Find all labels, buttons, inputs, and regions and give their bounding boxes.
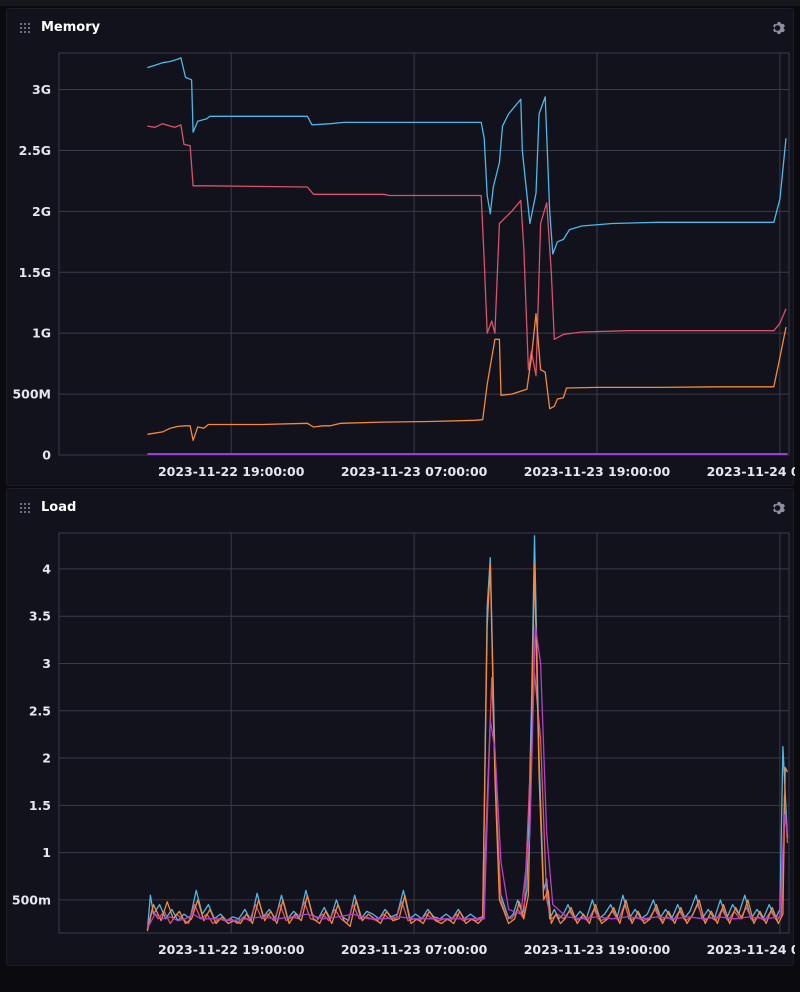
plot-frame xyxy=(58,532,790,934)
load-chart[interactable]: 500m 1 1.5 2 2.5 3 3.5 4 2023-11-22 19:00:00 2023… xyxy=(7,489,795,967)
memory-chart[interactable]: 0 500M 1G 1.5G 2G 2.5G 3G 2023-11-22 19:00:00 20… xyxy=(7,9,795,487)
y-tick-label: 2.5G xyxy=(19,143,51,158)
drag-handle-icon[interactable] xyxy=(19,22,31,34)
x-tick-label: 2023-11-24 07:00:00 xyxy=(707,942,795,957)
y-tick-label: 3.5 xyxy=(29,609,51,624)
y-tick-label: 4 xyxy=(42,561,51,576)
y-tick-label: 1G xyxy=(32,326,51,341)
y-tick-label: 1.5G xyxy=(19,265,51,280)
series-line-1[interactable] xyxy=(147,123,787,377)
series-line-2[interactable] xyxy=(146,563,789,932)
x-tick-label: 2023-11-22 19:00:00 xyxy=(158,464,305,479)
series-line-1[interactable] xyxy=(146,672,789,929)
series-line-2[interactable] xyxy=(147,313,787,442)
panel-header[interactable]: Memory xyxy=(7,9,793,47)
y-tick-label: 2 xyxy=(42,751,51,766)
panel-title: Memory xyxy=(41,20,101,35)
panel-header[interactable]: Load xyxy=(7,489,793,527)
y-tick-label: 0 xyxy=(42,448,51,463)
y-tick-label: 500M xyxy=(12,387,51,402)
x-tick-label: 2023-11-22 19:00:00 xyxy=(158,942,305,957)
memory-panel: Memory 0 500M 1G 1.5G 2G 2.5G 3G 2023-11-22 19:… xyxy=(6,8,795,487)
panel-title: Load xyxy=(41,500,77,515)
y-tick-label: 3G xyxy=(32,82,51,97)
y-tick-label: 1.5 xyxy=(29,798,51,813)
plot-frame xyxy=(58,52,790,456)
x-tick-label: 2023-11-23 07:00:00 xyxy=(341,464,488,479)
y-tick-label: 1 xyxy=(42,845,51,860)
series-line-0[interactable] xyxy=(147,57,787,255)
y-tick-label: 2G xyxy=(32,204,51,219)
y-tick-label: 3 xyxy=(42,656,51,671)
x-tick-label: 2023-11-24 07:00:00 xyxy=(707,464,795,479)
series-line-3[interactable] xyxy=(146,625,789,929)
y-tick-label: 500m xyxy=(12,892,51,907)
series-line-0[interactable] xyxy=(146,535,789,931)
drag-handle-icon[interactable] xyxy=(19,502,31,514)
load-panel: Load 500m 1 1.5 2 2.5 3 3.5 4 2023-11-22 19:00:0… xyxy=(6,488,795,967)
x-tick-label: 2023-11-23 19:00:00 xyxy=(524,942,671,957)
gear-icon[interactable] xyxy=(771,500,787,516)
y-tick-label: 2.5 xyxy=(29,703,51,718)
bottom-strip xyxy=(0,968,800,992)
x-tick-label: 2023-11-23 07:00:00 xyxy=(341,942,488,957)
x-tick-label: 2023-11-23 19:00:00 xyxy=(524,464,671,479)
gear-icon[interactable] xyxy=(771,20,787,36)
top-strip xyxy=(0,0,800,6)
